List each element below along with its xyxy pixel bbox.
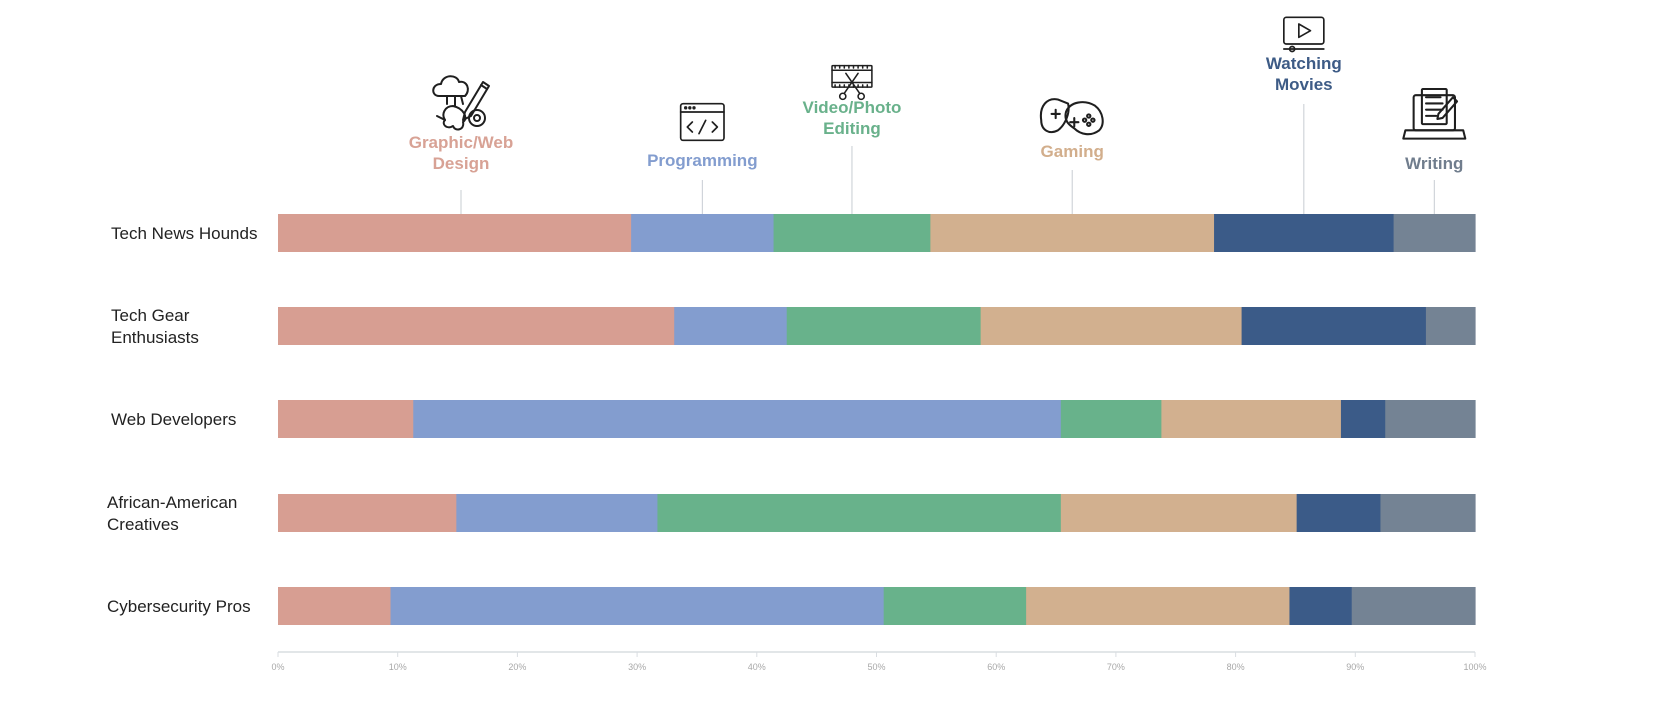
- x-tick-label: 80%: [1227, 662, 1245, 672]
- bar-segment: [1214, 214, 1395, 252]
- x-tick-label: 30%: [628, 662, 646, 672]
- bar-segment: [278, 307, 675, 345]
- bar-segment: [1385, 400, 1476, 438]
- bar-segment: [278, 214, 632, 252]
- film-scissors-icon: [831, 64, 873, 101]
- category-label: Video/Photo: [803, 98, 902, 117]
- x-tick-label: 70%: [1107, 662, 1125, 672]
- category-label: Writing: [1405, 154, 1463, 173]
- category-label: Editing: [823, 119, 881, 138]
- bar-segment: [390, 587, 885, 625]
- bar-segment: [786, 307, 982, 345]
- row-label: African-American: [107, 493, 237, 512]
- category-label: Programming: [647, 151, 758, 170]
- leader-lines: [460, 104, 1435, 214]
- row-label: Web Developers: [111, 410, 236, 429]
- bar-segment: [1351, 587, 1476, 625]
- bar-segment: [1060, 494, 1298, 532]
- gamepad-icon: [1039, 98, 1104, 136]
- bar-segment: [1380, 494, 1476, 532]
- bar-segment: [883, 587, 1027, 625]
- bar-segment: [1161, 400, 1342, 438]
- row-label: Tech Gear: [111, 306, 190, 325]
- x-tick-label: 100%: [1463, 662, 1486, 672]
- bar-segment: [930, 214, 1215, 252]
- bar-segment: [1026, 587, 1291, 625]
- bar-segment: [456, 494, 659, 532]
- row-label: Tech News Hounds: [111, 224, 257, 243]
- x-tick-label: 10%: [389, 662, 407, 672]
- laptop-document-icon: [1402, 87, 1467, 140]
- bar-segment: [1289, 587, 1353, 625]
- bar-segment: [1340, 400, 1386, 438]
- code-window-icon: [679, 102, 725, 142]
- x-tick-label: 0%: [271, 662, 284, 672]
- category-labels: Graphic/Web Design Programming Video/Photo E…: [409, 54, 1464, 173]
- row-label: Creatives: [107, 515, 179, 534]
- row-label: Cybersecurity Pros: [107, 597, 251, 616]
- category-label: Watching: [1266, 54, 1342, 73]
- x-tick-label: 20%: [508, 662, 526, 672]
- bar-segment: [278, 587, 392, 625]
- bar-segment: [1393, 214, 1476, 252]
- video-player-icon: [1282, 16, 1325, 53]
- design-tools-icon: [432, 75, 490, 131]
- bar-segment: [773, 214, 931, 252]
- row-label: Enthusiasts: [111, 328, 199, 347]
- row-labels: Tech News Hounds Tech Gear Enthusiasts Web …: [107, 224, 257, 616]
- bar-segment: [674, 307, 788, 345]
- x-axis: 0% 10% 20% 30% 40% 50% 60% 70% 80% 90% 100%: [271, 651, 1487, 672]
- bar-segment: [278, 494, 457, 532]
- bar-segment: [980, 307, 1243, 345]
- bar-segment: [657, 494, 1062, 532]
- bar-segment: [1241, 307, 1427, 345]
- category-label: Graphic/Web: [409, 133, 514, 152]
- category-label: Gaming: [1041, 142, 1104, 161]
- bar-segment: [278, 400, 414, 438]
- x-tick-label: 90%: [1346, 662, 1364, 672]
- bar-segments: [278, 214, 1476, 625]
- bar-segment: [1425, 307, 1476, 345]
- category-label: Movies: [1275, 75, 1333, 94]
- bar-segment: [413, 400, 1062, 438]
- bar-segment: [1296, 494, 1382, 532]
- x-tick-label: 60%: [987, 662, 1005, 672]
- x-tick-label: 50%: [867, 662, 885, 672]
- bar-segment: [1060, 400, 1162, 438]
- bar-segment: [631, 214, 775, 252]
- category-label: Design: [433, 154, 490, 173]
- x-tick-label: 40%: [748, 662, 766, 672]
- category-icons: [432, 16, 1467, 142]
